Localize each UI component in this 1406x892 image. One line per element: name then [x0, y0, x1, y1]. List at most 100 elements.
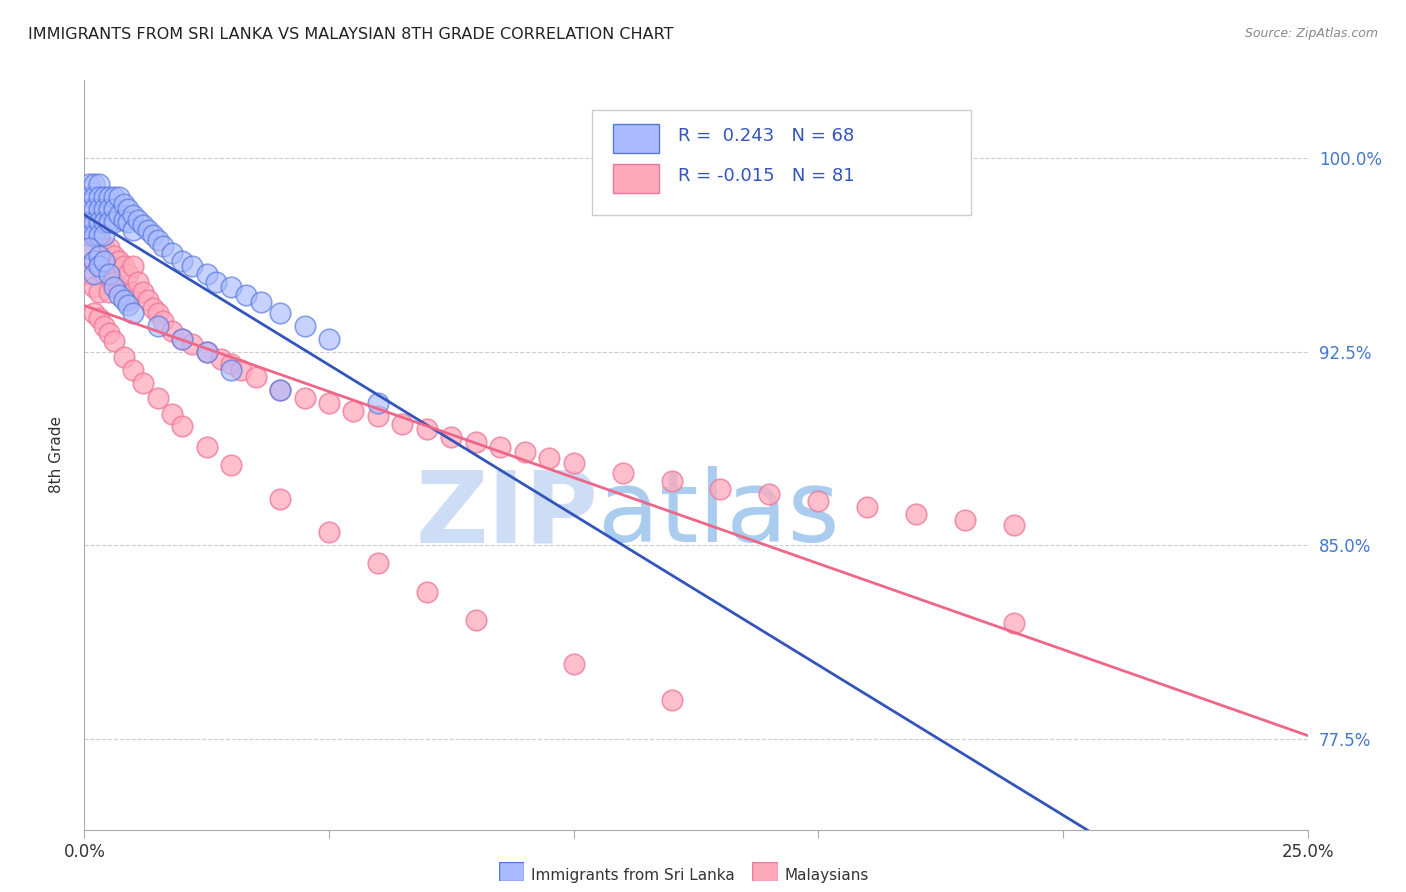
Point	[219, 362, 242, 376]
Point	[83, 228, 105, 243]
Point	[97, 260, 120, 274]
Point	[235, 287, 257, 301]
Point	[294, 391, 316, 405]
Point	[87, 249, 110, 263]
Point	[136, 293, 159, 307]
Point	[87, 215, 110, 229]
Text: Immigrants from Sri Lanka: Immigrants from Sri Lanka	[531, 869, 735, 883]
Point	[112, 212, 135, 227]
Point	[1002, 615, 1025, 630]
FancyBboxPatch shape	[613, 164, 659, 193]
Point	[97, 285, 120, 300]
Text: Source: ZipAtlas.com: Source: ZipAtlas.com	[1244, 27, 1378, 40]
Point	[219, 458, 242, 473]
Point	[107, 208, 129, 222]
Point	[122, 208, 145, 222]
Point	[77, 267, 100, 281]
Point	[112, 285, 135, 300]
Point	[318, 396, 340, 410]
Point	[117, 202, 139, 217]
Point	[83, 280, 105, 294]
Point	[219, 280, 242, 294]
Point	[93, 241, 115, 255]
Point	[464, 613, 486, 627]
Point	[122, 223, 145, 237]
Point	[103, 215, 125, 229]
Point	[87, 260, 110, 274]
Point	[83, 267, 105, 281]
Point	[489, 440, 512, 454]
Point	[132, 285, 155, 300]
Point	[122, 285, 145, 300]
Point	[97, 202, 120, 217]
Point	[87, 234, 110, 248]
Point	[122, 362, 145, 376]
Point	[367, 409, 389, 424]
Y-axis label: 8th Grade: 8th Grade	[49, 417, 63, 493]
Point	[103, 280, 125, 294]
Point	[758, 486, 780, 500]
Point	[229, 362, 252, 376]
Point	[93, 189, 115, 203]
Text: Malaysians: Malaysians	[785, 869, 869, 883]
Point	[83, 228, 105, 243]
Point	[181, 260, 204, 274]
Point	[97, 189, 120, 203]
Point	[152, 313, 174, 327]
Point	[83, 202, 105, 217]
Point	[77, 189, 100, 203]
Point	[93, 228, 115, 243]
Point	[856, 500, 879, 514]
Point	[146, 306, 169, 320]
Point	[205, 275, 228, 289]
Point	[219, 358, 242, 372]
Point	[367, 396, 389, 410]
Point	[103, 275, 125, 289]
Point	[77, 177, 100, 191]
Point	[93, 254, 115, 268]
Point	[122, 306, 145, 320]
Point	[77, 202, 100, 217]
Point	[162, 246, 184, 260]
Point	[107, 287, 129, 301]
Point	[127, 212, 149, 227]
Point	[318, 332, 340, 346]
Point	[97, 241, 120, 255]
Point	[117, 298, 139, 312]
Point	[416, 422, 439, 436]
Point	[132, 218, 155, 232]
Point	[77, 215, 100, 229]
FancyBboxPatch shape	[613, 125, 659, 153]
Point	[181, 336, 204, 351]
Point	[93, 267, 115, 281]
Point	[87, 228, 110, 243]
Point	[195, 344, 218, 359]
Point	[709, 482, 731, 496]
Point	[83, 254, 105, 268]
Point	[122, 260, 145, 274]
Point	[83, 306, 105, 320]
Point	[93, 215, 115, 229]
Point	[117, 215, 139, 229]
Point	[953, 512, 976, 526]
Point	[172, 254, 194, 268]
Point	[195, 440, 218, 454]
Point	[249, 295, 271, 310]
Point	[77, 228, 100, 243]
Point	[269, 384, 291, 398]
Point	[117, 267, 139, 281]
FancyBboxPatch shape	[592, 111, 972, 215]
Point	[195, 267, 218, 281]
Point	[195, 344, 218, 359]
Point	[562, 657, 585, 672]
Text: IMMIGRANTS FROM SRI LANKA VS MALAYSIAN 8TH GRADE CORRELATION CHART: IMMIGRANTS FROM SRI LANKA VS MALAYSIAN 8…	[28, 27, 673, 42]
Point	[146, 391, 169, 405]
Point	[103, 334, 125, 349]
Point	[87, 285, 110, 300]
Point	[103, 202, 125, 217]
Point	[97, 267, 120, 281]
Point	[93, 318, 115, 333]
Point	[132, 376, 155, 390]
Point	[77, 241, 100, 255]
Point	[269, 384, 291, 398]
